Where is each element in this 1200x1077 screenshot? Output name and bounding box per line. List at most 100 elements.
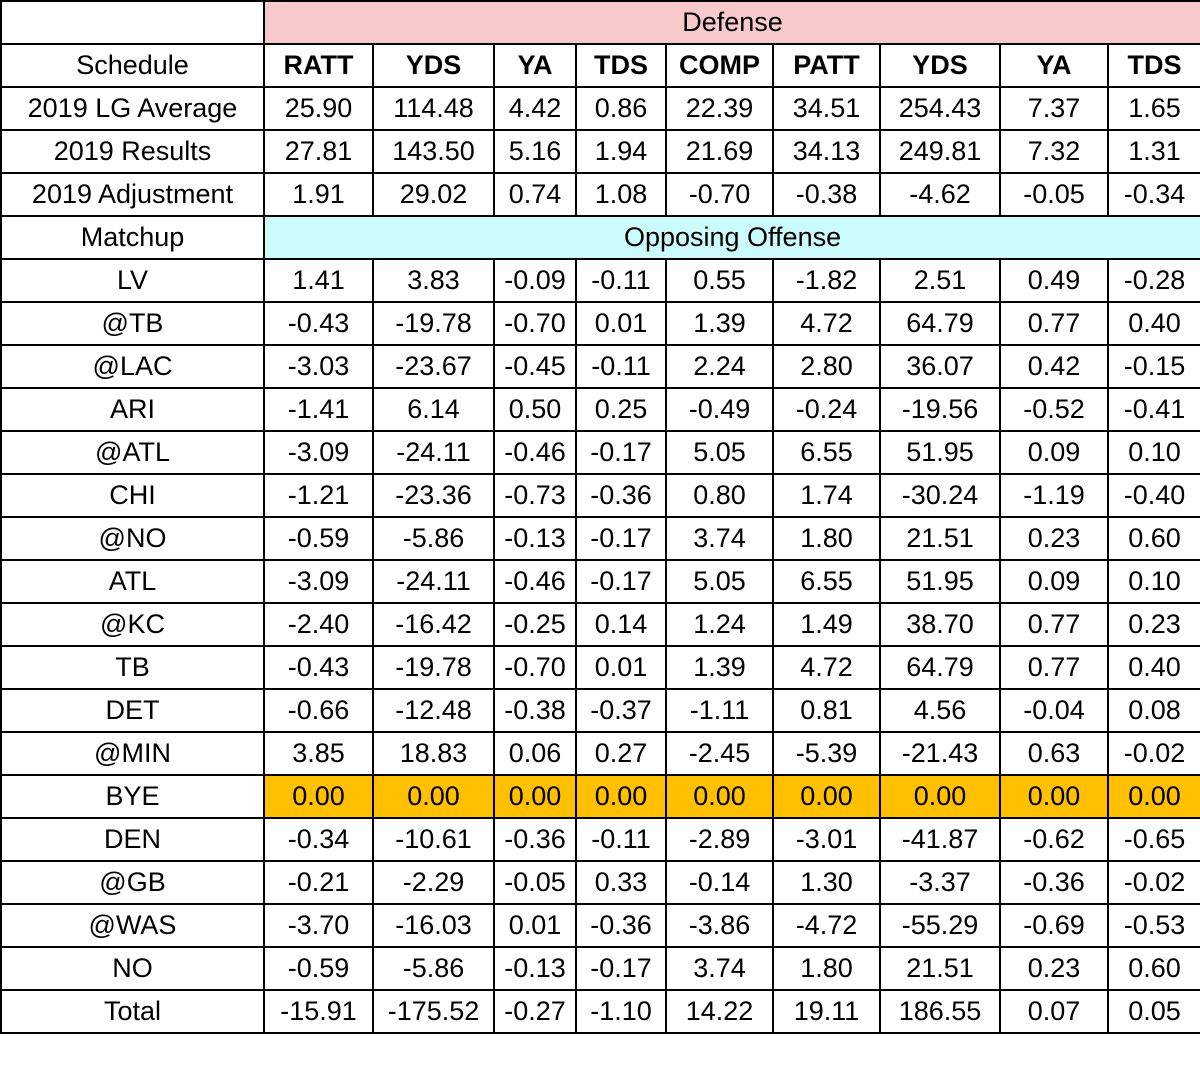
value-cell: -3.86 [665, 903, 774, 948]
value-cell: -0.24 [772, 387, 881, 432]
section-row-opposing: Matchup Opposing Offense [0, 215, 1200, 260]
value-cell: 143.50 [372, 129, 495, 174]
value-cell: -0.34 [263, 817, 374, 862]
value-cell: 0.00 [575, 774, 667, 819]
value-cell: -2.89 [665, 817, 774, 862]
value-cell: 1.94 [575, 129, 667, 174]
value-cell: -1.11 [665, 688, 774, 733]
value-cell: -0.17 [575, 559, 667, 604]
value-cell: -0.45 [493, 344, 577, 389]
value-cell: 1.41 [263, 258, 374, 303]
value-cell: -10.61 [372, 817, 495, 862]
value-cell: -19.78 [372, 645, 495, 690]
value-cell: -0.17 [575, 516, 667, 561]
value-cell: 0.77 [999, 301, 1109, 346]
value-cell: -1.41 [263, 387, 374, 432]
value-cell: -0.70 [665, 172, 774, 217]
value-cell: 7.37 [999, 86, 1109, 131]
value-cell: -0.65 [1106, 817, 1200, 862]
value-cell: -0.11 [575, 817, 667, 862]
value-cell: -0.52 [999, 387, 1109, 432]
value-cell: -0.36 [575, 903, 667, 948]
value-cell: 6.55 [772, 430, 881, 475]
value-cell: 3.83 [372, 258, 495, 303]
value-cell: -175.52 [372, 989, 495, 1034]
value-cell: 0.40 [1106, 301, 1200, 346]
value-cell: 2.24 [665, 344, 774, 389]
matchup-row: @WAS -3.70 -16.03 0.01 -0.36 -3.86 -4.72 -55.29… [0, 903, 1200, 948]
value-cell: 114.48 [372, 86, 495, 131]
col-header-rush-yds: YDS [372, 43, 495, 88]
value-cell: -0.17 [575, 430, 667, 475]
value-cell: -0.46 [493, 430, 577, 475]
value-cell: 25.90 [263, 86, 374, 131]
matchup-row: NO -0.59 -5.86 -0.13 -0.17 3.74 1.80 21.51 0.23 0… [0, 946, 1200, 991]
value-cell: -0.21 [263, 860, 374, 905]
summary-row: 2019 Results 27.81 143.50 5.16 1.94 21.69 34.1… [0, 129, 1200, 174]
value-cell: 5.05 [665, 430, 774, 475]
value-cell: 0.27 [575, 731, 667, 776]
value-cell: 51.95 [879, 559, 1001, 604]
col-header-pass-ya: YA [999, 43, 1109, 88]
schedule-label: Schedule [0, 43, 265, 88]
value-cell: -5.39 [772, 731, 881, 776]
value-cell: 1.74 [772, 473, 881, 518]
value-cell: -0.04 [999, 688, 1109, 733]
value-cell: -4.62 [879, 172, 1001, 217]
value-cell: 0.08 [1106, 688, 1200, 733]
value-cell: -2.45 [665, 731, 774, 776]
value-cell: 21.69 [665, 129, 774, 174]
value-cell: -0.43 [263, 645, 374, 690]
value-cell: 0.77 [999, 602, 1109, 647]
value-cell: -0.66 [263, 688, 374, 733]
summary-row: 2019 LG Average 25.90 114.48 4.42 0.86 22.39 3… [0, 86, 1200, 131]
value-cell: -0.49 [665, 387, 774, 432]
matchup-label: Matchup [0, 215, 265, 260]
value-cell: 0.01 [493, 903, 577, 948]
matchup-row: DEN -0.34 -10.61 -0.36 -0.11 -2.89 -3.01 -41.87… [0, 817, 1200, 862]
value-cell: -12.48 [372, 688, 495, 733]
value-cell: 0.55 [665, 258, 774, 303]
value-cell: 0.10 [1106, 559, 1200, 604]
value-cell: 0.14 [575, 602, 667, 647]
value-cell: -0.62 [999, 817, 1109, 862]
total-row: Total -15.91 -175.52 -0.27 -1.10 14.22 19.11 18… [0, 989, 1200, 1034]
value-cell: 19.11 [772, 989, 881, 1034]
col-header-ratt: RATT [263, 43, 374, 88]
value-cell: 1.49 [772, 602, 881, 647]
row-label: ARI [0, 387, 265, 432]
row-label: DEN [0, 817, 265, 862]
value-cell: 0.40 [1106, 645, 1200, 690]
value-cell: 0.00 [999, 774, 1109, 819]
value-cell: 5.05 [665, 559, 774, 604]
value-cell: 0.74 [493, 172, 577, 217]
value-cell: -0.02 [1106, 731, 1200, 776]
value-cell: 1.30 [772, 860, 881, 905]
matchup-row: @TB -0.43 -19.78 -0.70 0.01 1.39 4.72 64.79 0.77… [0, 301, 1200, 346]
value-cell: -0.02 [1106, 860, 1200, 905]
value-cell: 6.55 [772, 559, 881, 604]
value-cell: 1.91 [263, 172, 374, 217]
value-cell: -0.14 [665, 860, 774, 905]
value-cell: -23.67 [372, 344, 495, 389]
value-cell: 0.00 [879, 774, 1001, 819]
value-cell: 0.77 [999, 645, 1109, 690]
value-cell: 0.00 [372, 774, 495, 819]
value-cell: 1.31 [1106, 129, 1200, 174]
value-cell: 0.07 [999, 989, 1109, 1034]
summary-row: 2019 Adjustment 1.91 29.02 0.74 1.08 -0.70 -0.… [0, 172, 1200, 217]
value-cell: -0.05 [999, 172, 1109, 217]
value-cell: -3.01 [772, 817, 881, 862]
row-label: LV [0, 258, 265, 303]
matchup-row: CHI -1.21 -23.36 -0.73 -0.36 0.80 1.74 -30.24 -1… [0, 473, 1200, 518]
value-cell: -23.36 [372, 473, 495, 518]
value-cell: 0.86 [575, 86, 667, 131]
matchup-row: @ATL -3.09 -24.11 -0.46 -0.17 5.05 6.55 51.95 0.… [0, 430, 1200, 475]
value-cell: -0.41 [1106, 387, 1200, 432]
value-cell: 21.51 [879, 516, 1001, 561]
value-cell: 0.00 [772, 774, 881, 819]
value-cell: 14.22 [665, 989, 774, 1034]
matchup-row: LV 1.41 3.83 -0.09 -0.11 0.55 -1.82 2.51 0.49 -0.… [0, 258, 1200, 303]
value-cell: 27.81 [263, 129, 374, 174]
value-cell: -0.70 [493, 645, 577, 690]
